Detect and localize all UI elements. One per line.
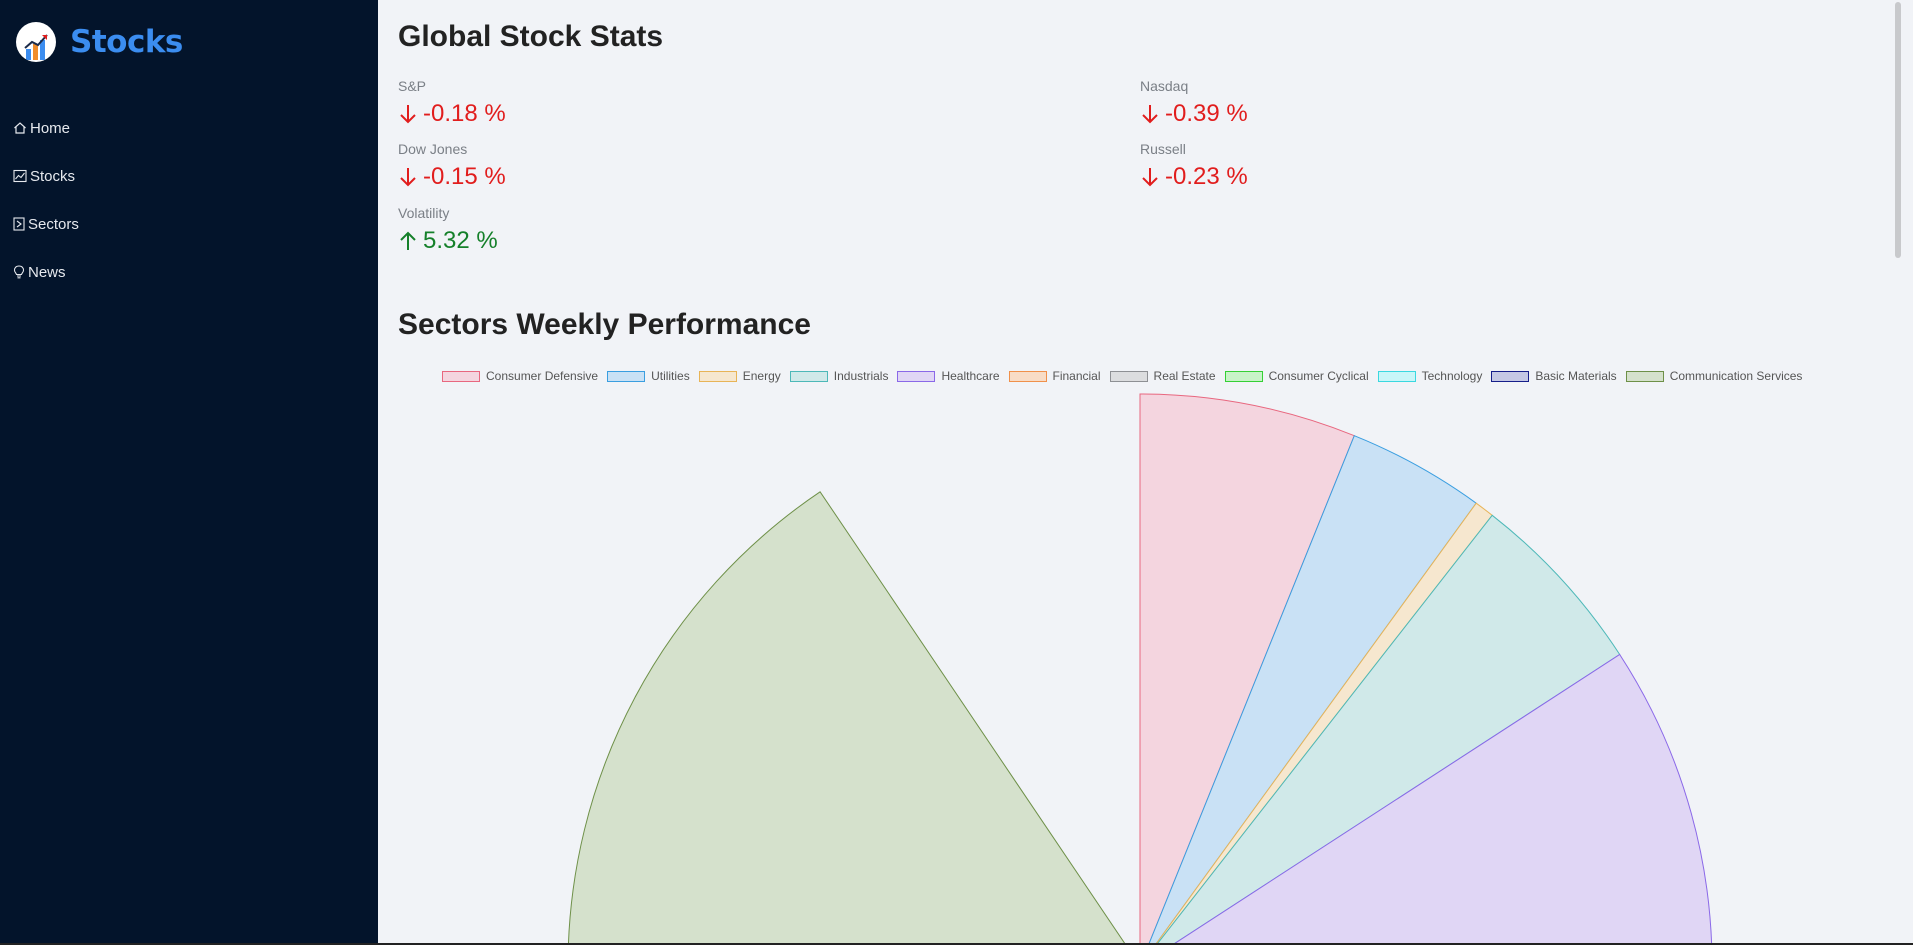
home-icon <box>14 122 26 134</box>
global-stats-title: Global Stock Stats <box>398 20 664 53</box>
stat-value: -0.18 % <box>398 100 698 128</box>
stat-label: Dow Jones <box>398 141 468 157</box>
legend-swatch <box>789 370 828 382</box>
chart-slice-industrials[interactable] <box>1140 514 1621 945</box>
scrollbar[interactable] <box>1893 0 1903 945</box>
sidebar-item-sectors[interactable]: Sectors <box>13 200 79 248</box>
legend-label: Technology <box>1421 369 1483 383</box>
legend-label: Real Estate <box>1153 369 1216 383</box>
legend-label: Energy <box>742 369 781 383</box>
legend-item[interactable]: Industrials <box>789 369 889 383</box>
sectors-icon <box>13 217 25 231</box>
sidebar-nav: Home Stocks Sectors News <box>13 104 79 296</box>
legend-swatch <box>1008 370 1047 382</box>
brand-title: Stocks <box>70 24 183 60</box>
legend-swatch <box>1109 370 1148 382</box>
sectors-title: Sectors Weekly Performance <box>398 308 811 341</box>
stat-value-text: -0.18 % <box>423 100 506 127</box>
stat-label: Nasdaq <box>1140 78 1189 94</box>
legend-label: Industrials <box>833 369 889 383</box>
legend-swatch <box>442 370 480 382</box>
legend-label: Communication Services <box>1669 369 1803 383</box>
brand[interactable]: Stocks <box>16 22 183 62</box>
sidebar-item-label: Stocks <box>30 167 76 185</box>
legend-label: Healthcare <box>941 369 1000 383</box>
sidebar: Stocks Home Stocks Sectors <box>0 0 378 945</box>
viewport-bottom-border <box>0 943 1913 945</box>
scrollbar-thumb[interactable] <box>1895 2 1901 258</box>
stat-volatility: Volatility 5.32 % <box>398 205 698 255</box>
arrow-down-icon <box>1142 168 1158 187</box>
line-chart-icon <box>13 169 27 183</box>
sidebar-item-news[interactable]: News <box>13 248 79 296</box>
legend-item[interactable]: Utilities <box>607 369 690 383</box>
stat-label: Russell <box>1140 141 1186 157</box>
legend-label: Basic Materials <box>1535 369 1617 383</box>
legend-swatch <box>1377 370 1416 382</box>
chart-slice-consumer-defensive[interactable] <box>1139 393 1355 945</box>
stat-value-text: -0.15 % <box>423 163 506 190</box>
chart-slice-healthcare[interactable] <box>1140 653 1713 945</box>
legend-item[interactable]: Communication Services <box>1625 369 1803 383</box>
legend-item[interactable]: Real Estate <box>1109 369 1216 383</box>
stat-value: -0.39 % <box>1140 100 1440 128</box>
stat-dow-jones: Dow Jones -0.15 % <box>398 141 698 191</box>
legend-item[interactable]: Healthcare <box>897 369 1000 383</box>
stat-value-text: -0.23 % <box>1165 163 1248 190</box>
legend-swatch <box>1224 370 1263 382</box>
legend-label: Utilities <box>651 369 690 383</box>
legend-item[interactable]: Technology <box>1377 369 1483 383</box>
lightbulb-icon <box>13 265 25 279</box>
legend-swatch <box>607 370 646 382</box>
arrow-up-icon <box>400 231 416 250</box>
stock-chart-logo-icon <box>16 22 56 62</box>
sidebar-item-label: News <box>28 263 66 281</box>
legend-label: Consumer Cyclical <box>1268 369 1369 383</box>
stat-value-text: 5.32 % <box>423 227 498 254</box>
legend-item[interactable]: Financial <box>1008 369 1101 383</box>
legend-label: Consumer Defensive <box>486 369 599 383</box>
legend-item[interactable]: Consumer Cyclical <box>1224 369 1369 383</box>
sidebar-item-home[interactable]: Home <box>13 104 79 152</box>
main-content: Global Stock Stats S&P -0.18 % Nasdaq -0… <box>378 0 1903 945</box>
arrow-down-icon <box>400 105 416 124</box>
legend-item[interactable]: Energy <box>698 369 781 383</box>
legend-swatch <box>1491 370 1530 382</box>
legend-label: Financial <box>1052 369 1101 383</box>
stat-value: -0.15 % <box>398 163 698 191</box>
legend-item[interactable]: Consumer Defensive <box>442 369 598 383</box>
chart-slice-communication-services[interactable] <box>567 491 1140 945</box>
stat-label: S&P <box>398 78 427 94</box>
arrow-down-icon <box>1142 105 1158 124</box>
legend-swatch <box>698 370 737 382</box>
legend-swatch <box>897 370 936 382</box>
arrow-down-icon <box>400 168 416 187</box>
chart-legend: Consumer Defensive Utilities Energy Industr… <box>442 369 1811 383</box>
sidebar-item-stocks[interactable]: Stocks <box>13 152 79 200</box>
stat-value: 5.32 % <box>398 227 698 255</box>
stat-value-text: -0.39 % <box>1165 100 1248 127</box>
stat-sp: S&P -0.18 % <box>398 78 698 128</box>
stat-nasdaq: Nasdaq -0.39 % <box>1140 78 1440 128</box>
legend-swatch <box>1625 370 1664 382</box>
sectors-polar-chart <box>567 393 1713 945</box>
sidebar-item-label: Home <box>30 119 71 137</box>
legend-item[interactable]: Basic Materials <box>1491 369 1617 383</box>
stat-russell: Russell -0.23 % <box>1140 141 1440 191</box>
stat-value: -0.23 % <box>1140 163 1440 191</box>
stat-label: Volatility <box>398 205 450 221</box>
sidebar-item-label: Sectors <box>28 215 79 233</box>
